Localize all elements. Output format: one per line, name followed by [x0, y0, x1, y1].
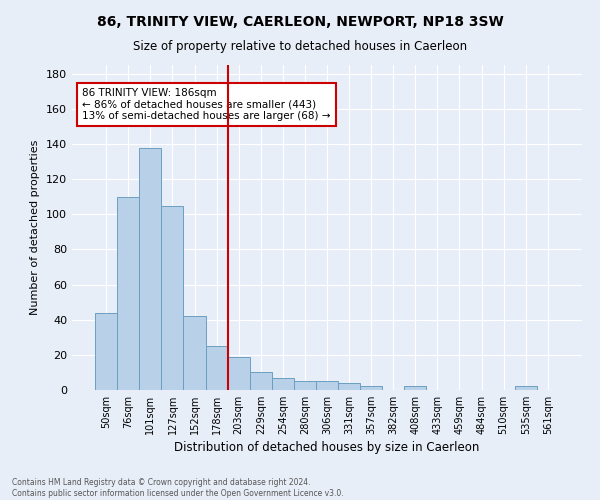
Bar [95, 312, 117, 390]
Text: Contains HM Land Registry data © Crown copyright and database right 2024.
Contai: Contains HM Land Registry data © Crown c… [12, 478, 344, 498]
Bar [360, 386, 382, 390]
Y-axis label: Number of detached properties: Number of detached properties [31, 140, 40, 315]
Bar [316, 381, 338, 390]
Bar [206, 346, 227, 390]
Bar [117, 197, 139, 390]
X-axis label: Distribution of detached houses by size in Caerleon: Distribution of detached houses by size … [175, 441, 479, 454]
Text: 86 TRINITY VIEW: 186sqm
← 86% of detached houses are smaller (443)
13% of semi-d: 86 TRINITY VIEW: 186sqm ← 86% of detache… [82, 88, 331, 121]
Text: 86, TRINITY VIEW, CAERLEON, NEWPORT, NP18 3SW: 86, TRINITY VIEW, CAERLEON, NEWPORT, NP1… [97, 15, 503, 29]
Bar [139, 148, 161, 390]
Text: Size of property relative to detached houses in Caerleon: Size of property relative to detached ho… [133, 40, 467, 53]
Bar [515, 386, 537, 390]
Bar [272, 378, 294, 390]
Bar [161, 206, 184, 390]
Bar [227, 356, 250, 390]
Bar [294, 381, 316, 390]
Bar [404, 386, 427, 390]
Bar [250, 372, 272, 390]
Bar [338, 383, 360, 390]
Bar [184, 316, 206, 390]
